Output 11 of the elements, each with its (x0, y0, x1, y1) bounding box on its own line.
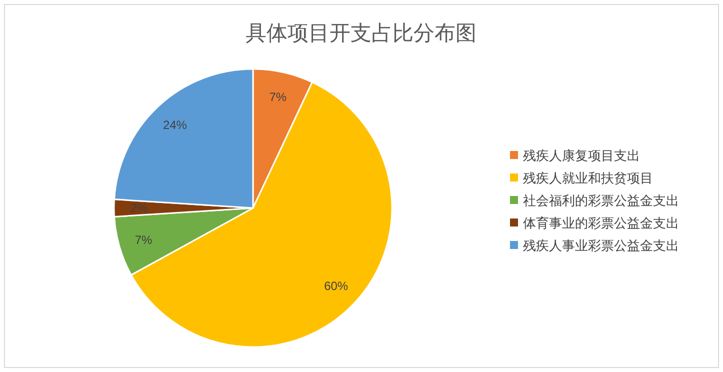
legend-label: 社会福利的彩票公益金支出 (523, 193, 679, 208)
chart-title: 具体项目开支占比分布图 (246, 22, 476, 45)
data-label: 7% (269, 90, 287, 104)
data-label: 60% (324, 279, 348, 294)
data-label: 7% (134, 232, 153, 247)
legend-label: 体育事业的彩票公益金支出 (523, 216, 679, 230)
data-label: 2% (130, 201, 148, 215)
legend-label: 残疾人事业彩票公益金支出 (523, 238, 679, 253)
legend-label: 残疾人康复项目支出 (523, 148, 640, 163)
legend-label: 残疾人就业和扶贫项目 (523, 170, 653, 186)
data-label: 24% (162, 118, 188, 132)
